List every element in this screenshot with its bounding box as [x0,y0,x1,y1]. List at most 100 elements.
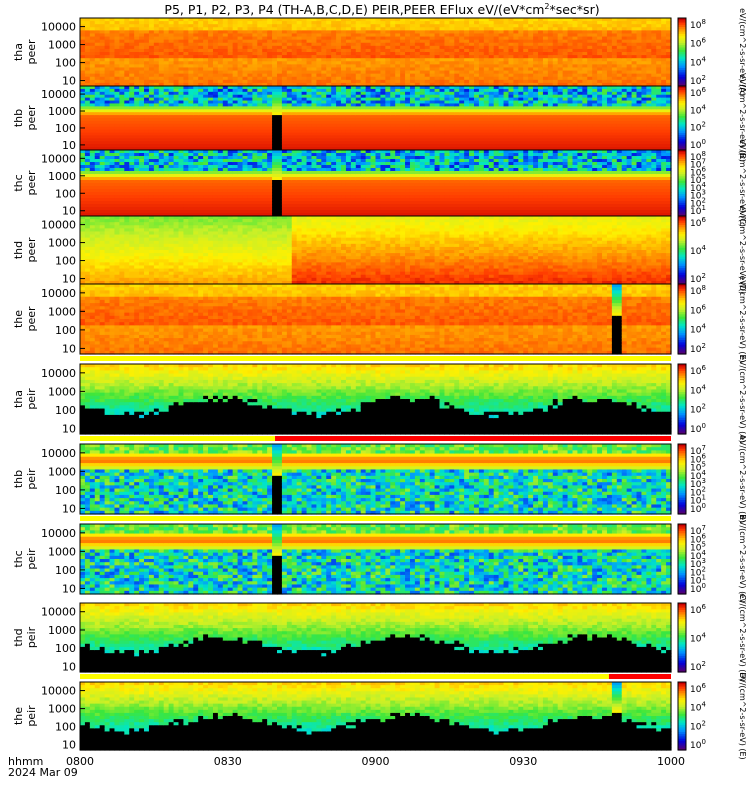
y-tick-label: 10 [62,502,76,515]
x-tick-label: 0900 [362,755,390,768]
colorbar-tick-label: 102 [690,485,706,498]
y-tick-label: 100 [55,642,76,655]
colorbar-tha-peer: 108 106 104 102 eV/(cm^2-s-sr-eV) (A) [677,8,747,96]
colorbar-label: eV/(cm^2-s-sr-eV) (B) [738,435,747,523]
panel-ylabel-instrument: peir [25,626,38,648]
y-tick-label: 100 [55,721,76,734]
y-tick-label: 100 [55,564,76,577]
x-axis-label: hhmm [8,755,43,768]
panel-ylabel-instrument: peir [25,705,38,727]
y-tick-label: 100 [55,122,76,135]
colorbar-label: eV/(cm^2-s-sr-eV) (D) [738,593,747,681]
panel-ylabel-probe: thc [12,174,25,191]
y-tick-label: 1000 [48,39,76,52]
colorbar-tick-label: 104 [690,55,706,68]
colorbar-tick-label: 107 [690,444,706,457]
colorbar-tick-label: 106 [690,452,706,465]
colorbar-tick-label: 102 [690,403,706,416]
y-tick-label: 1000 [48,237,76,250]
colorbar-tick-label: 102 [690,660,706,673]
y-tick-label: 1000 [48,465,76,478]
y-tick-label: 1000 [48,170,76,183]
colorbar-the-peer: 108 106 104 102 eV/(cm^2-s-sr-eV) (E) [677,275,747,363]
colorbar-tick-label: 100 [690,582,706,595]
colorbar-tick-label: 100 [690,502,706,515]
colorbar-tick-label: 104 [690,549,706,562]
y-tick-label: 1000 [48,305,76,318]
panel-ylabel-probe: tha [12,390,25,408]
spectrogram-thc-peer [80,150,672,217]
colorbar-tick-label: 101 [690,204,706,217]
y-tick-label: 10000 [41,21,76,34]
colorbar-tick-label: 108 [690,150,706,163]
y-tick-label: 1000 [48,105,76,118]
chart-title: P5, P1, P2, P3, P4 (TH-A,B,C,D,E) PEIR,P… [164,2,599,17]
colorbar-tick-label: 104 [690,469,706,482]
spectrogram-tha-peir [80,364,672,435]
panel-ylabel-probe: thd [12,241,25,259]
panel-ylabel-instrument: peir [25,388,38,410]
y-tick-label: 10 [62,139,76,152]
panel-thd-peir: 10000 1000 100 10 thd peir 106 104 102 eV/(cm^2-s… [12,593,747,681]
colorbar-tick-label: 104 [690,181,706,194]
colorbar-label: eV/(cm^2-s-sr-eV) (D) [738,206,747,294]
y-tick-label: 100 [55,57,76,70]
flag-bar [80,516,671,521]
colorbar-tick-label: 103 [690,189,706,202]
panel-the-peir: 10000 1000 100 10 the peir 106 104 102 100 eV/(cm^… [12,672,747,759]
colorbar-tick-label: 106 [690,165,706,178]
panel-tha-peir: 10000 1000 100 10 tha peir 106 104 102 100 eV/(cm^… [12,355,747,443]
colorbar-label: eV/(cm^2-s-sr-eV) (A) [738,8,747,96]
x-tick-label: 0930 [509,755,537,768]
colorbar-tick-label: 107 [690,158,706,171]
colorbar-tick-label: 106 [690,532,706,545]
spectrogram-thb-peer [80,86,672,151]
colorbar-tick-label: 101 [690,574,706,587]
y-tick-label: 10000 [41,685,76,698]
panel-ylabel-instrument: peer [25,170,38,196]
colorbar-tick-label: 104 [690,323,706,336]
panel-thb-peer: 10000 1000 100 10 thb peer 106 104 102 100 eV/(cm^… [12,74,747,162]
colorbar-thb-peer: 106 104 102 100 eV/(cm^2-s-sr-eV) (B) [677,74,747,162]
y-tick-label: 10 [62,582,76,595]
panel-ylabel-probe: the [12,707,25,725]
y-tick-label: 1000 [48,703,76,716]
colorbar-tick-label: 104 [690,383,706,396]
spectrogram-tha-peer [80,18,672,87]
colorbar-tha-peir: 106 104 102 100 eV/(cm^2-s-sr-eV) (A) [677,355,747,443]
time-axis: hhmm 2024 Mar 09 0800 0830 0900 0930 1000 [8,744,685,779]
colorbar-tick-label: 102 [690,196,706,209]
y-tick-label: 10000 [41,606,76,619]
colorbar-label: eV/(cm^2-s-sr-eV) (E) [738,275,747,362]
y-tick-label: 10000 [41,287,76,300]
panel-ylabel-instrument: peir [25,468,38,490]
colorbar-tick-label: 103 [690,477,706,490]
y-tick-label: 10000 [41,152,76,165]
panel-ylabel-instrument: peer [25,39,38,65]
panel-frame [79,602,672,673]
colorbar-tick-label: 102 [690,719,706,732]
colorbar-label: eV/(cm^2-s-sr-eV) (E) [738,672,747,759]
colorbar-tick-label: 106 [690,682,706,695]
colorbar-thd-peer: 106 104 102 eV/(cm^2-s-sr-eV) (D) [677,206,747,294]
colorbar-tick-label: 106 [690,216,706,229]
spectrogram-thd-peir [80,603,672,673]
colorbar-tick-label: 100 [690,738,706,751]
panel-ylabel-instrument: peer [25,105,38,131]
y-tick-label: 10000 [41,527,76,540]
date-label: 2024 Mar 09 [8,766,78,779]
colorbar-label: eV/(cm^2-s-sr-eV) (B) [738,74,747,162]
colorbar-tick-label: 107 [690,524,706,537]
colorbar-tick-label: 108 [690,18,706,31]
colorbar-tick-label: 106 [690,303,706,316]
colorbar-tick-label: 103 [690,557,706,570]
spectrogram-thd-peer [80,216,672,285]
panel-ylabel-instrument: peer [25,237,38,263]
y-tick-label: 100 [55,255,76,268]
y-tick-label: 10000 [41,367,76,380]
x-tick-label: 0830 [214,755,242,768]
colorbar-tick-label: 106 [690,364,706,377]
colorbar-the-peir: 106 104 102 100 eV/(cm^2-s-sr-eV) (E) [677,672,747,760]
